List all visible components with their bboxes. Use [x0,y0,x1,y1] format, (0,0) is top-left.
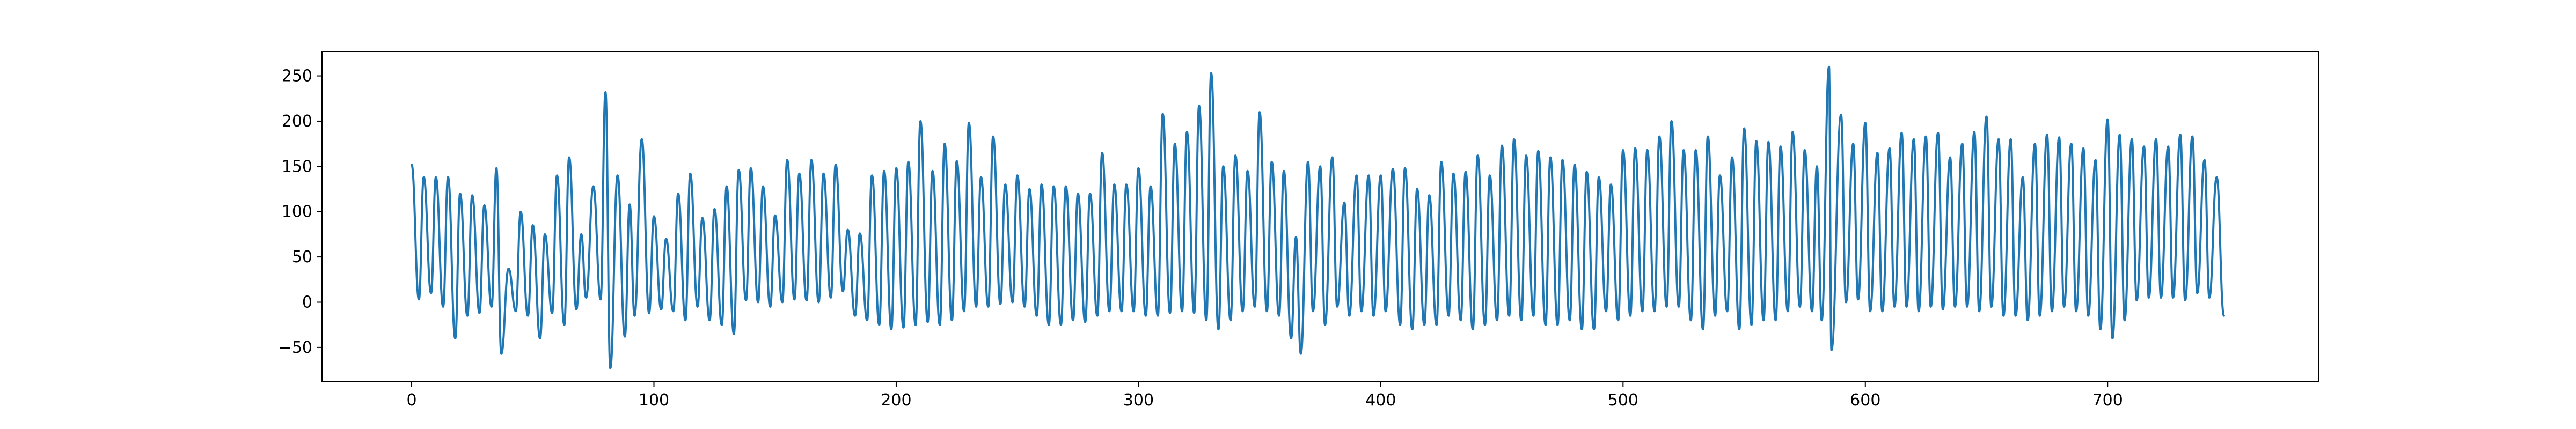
x-tick-label: 100 [639,391,669,410]
y-tick-label: 100 [282,203,312,221]
plot-frame [321,51,2319,382]
y-tick-label: −50 [279,338,312,357]
series-line [411,65,2225,369]
x-tick-label: 700 [2092,391,2123,410]
y-tick-label: 150 [282,157,312,176]
x-tick-label: 300 [1123,391,1154,410]
x-tick-label: 400 [1365,391,1396,410]
x-tick-label: 500 [1608,391,1638,410]
x-axis: 0 100 200 300 400 500 600 700 [406,382,2123,410]
y-tick-label: 50 [292,248,312,267]
x-tick-label: 0 [406,391,416,410]
y-tick-label: 0 [302,293,312,312]
plot-area [411,65,2225,369]
y-tick-label: 200 [282,112,312,131]
x-tick-label: 600 [1850,391,1880,410]
y-tick-label: 250 [282,67,312,86]
y-axis: −50 0 50 100 150 200 250 [279,67,322,357]
x-tick-label: 200 [881,391,911,410]
